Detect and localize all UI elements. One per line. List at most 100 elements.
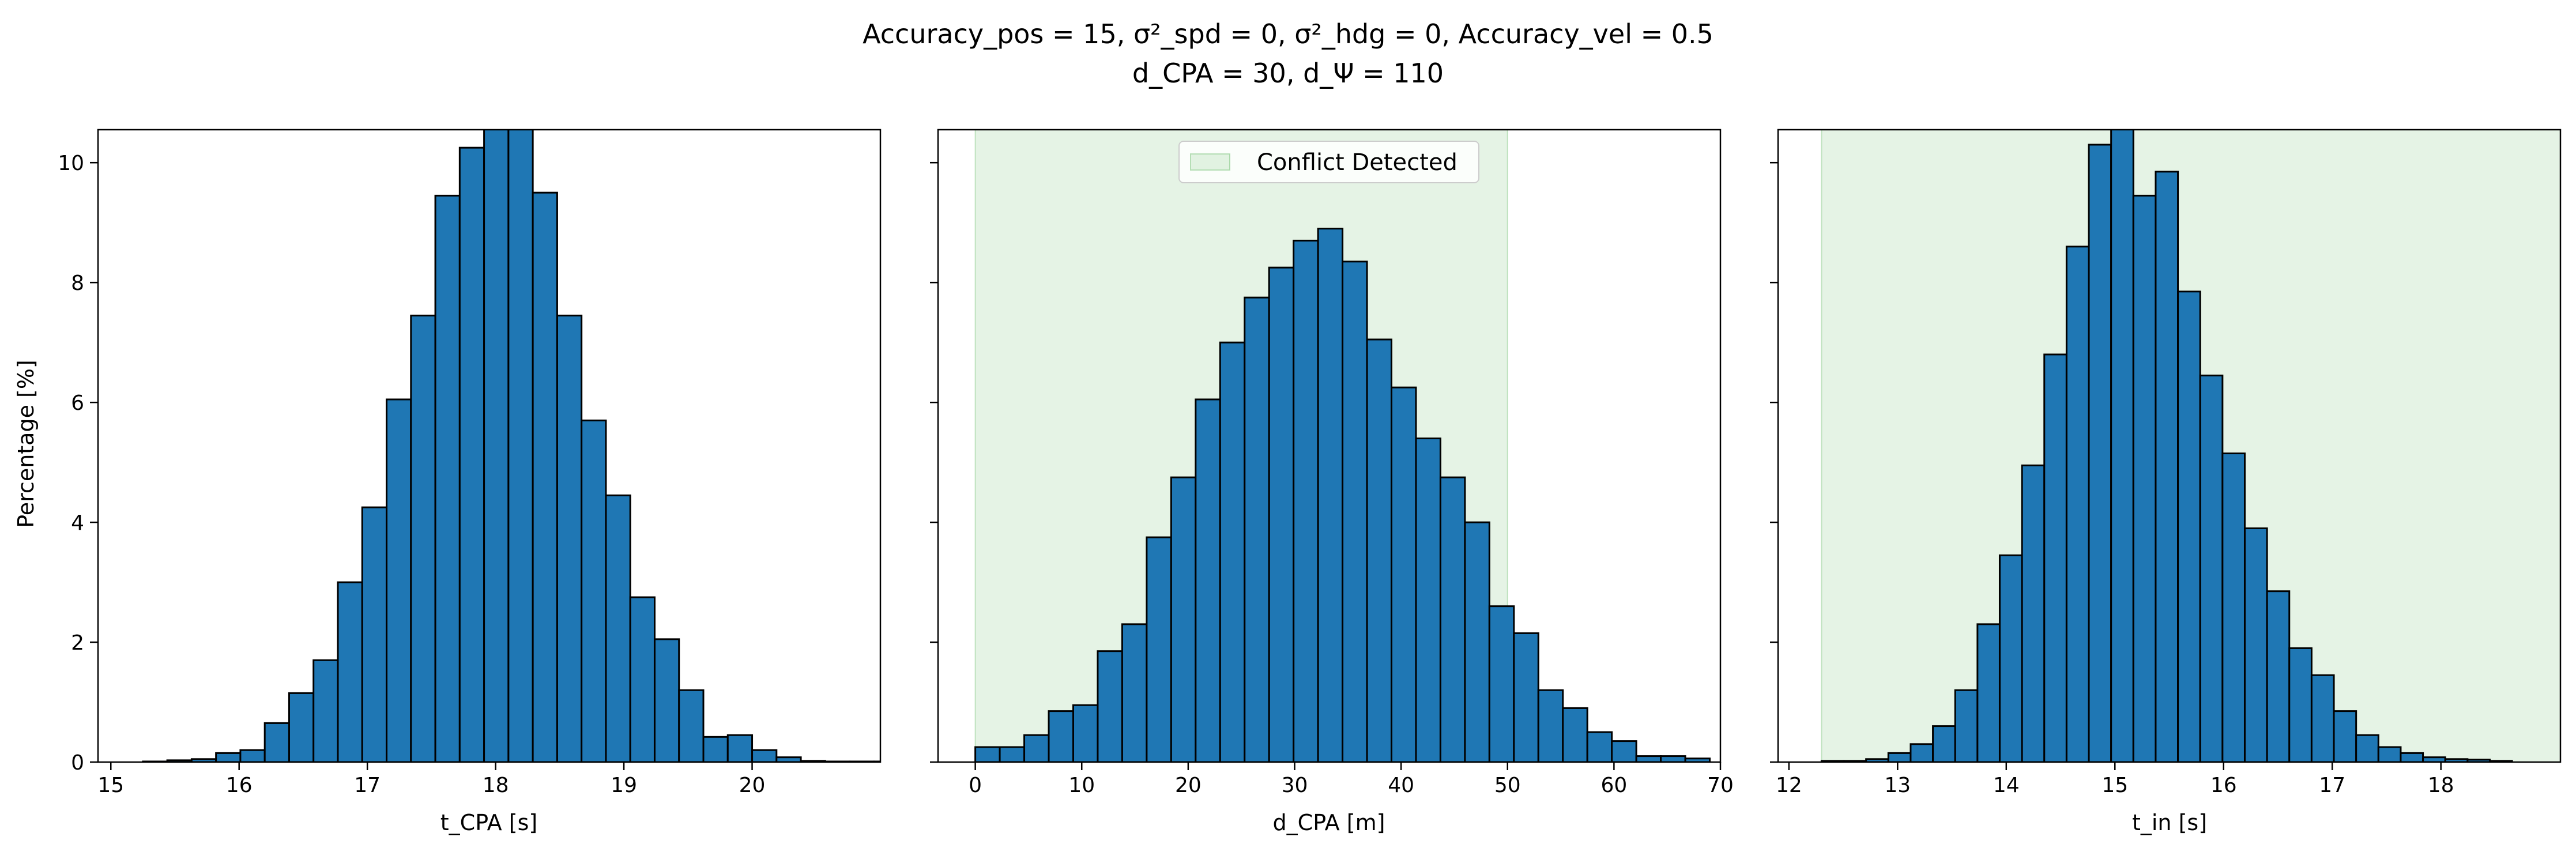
bar-tin-24 — [2355, 734, 2379, 762]
x-tick-label-tcpa: 15 — [97, 774, 124, 797]
x-tick-label-dcpa: 60 — [1600, 774, 1627, 797]
bar-dcpa-9 — [1195, 398, 1221, 762]
y-tick-label: 6 — [71, 391, 84, 415]
bar-dcpa-25 — [1586, 731, 1613, 762]
bar-tcpa-22 — [678, 689, 705, 762]
bar-tin-3 — [1887, 752, 1912, 762]
figure-title-line1: Accuracy_pos = 15, σ²_spd = 0, σ²_hdg = … — [863, 18, 1713, 50]
bar-dcpa-0 — [974, 746, 1001, 762]
bar-tin-14 — [2132, 194, 2157, 762]
bar-tcpa-25 — [751, 749, 778, 762]
bar-tcpa-14 — [483, 130, 510, 762]
bar-tcpa-21 — [653, 638, 680, 762]
bar-tcpa-17 — [556, 314, 583, 762]
bar-dcpa-6 — [1121, 623, 1148, 762]
bar-tin-18 — [2221, 452, 2246, 762]
bar-dcpa-27 — [1635, 755, 1662, 762]
bar-tcpa-16 — [532, 191, 558, 762]
bar-tcpa-9 — [361, 506, 388, 762]
x-tick-label-dcpa: 30 — [1282, 774, 1308, 797]
bar-tin-20 — [2266, 590, 2291, 762]
bar-tin-21 — [2288, 647, 2313, 762]
bar-tin-7 — [1976, 623, 2001, 762]
x-tick-label-tin: 13 — [1884, 774, 1911, 797]
bar-tcpa-23 — [702, 736, 729, 762]
plot-area-tin — [1820, 130, 2560, 762]
bar-dcpa-3 — [1048, 710, 1074, 762]
legend: Conflict Detected — [1178, 141, 1479, 183]
bar-tin-8 — [1998, 554, 2023, 762]
bar-tcpa-3 — [215, 752, 242, 762]
bar-tcpa-15 — [507, 130, 534, 762]
y-axis-label: Percentage [%] — [13, 360, 39, 528]
y-tick-label: 4 — [71, 511, 84, 535]
bar-dcpa-19 — [1439, 476, 1466, 762]
bar-tin-4 — [1910, 743, 1934, 762]
x-tick-label-dcpa: 10 — [1068, 774, 1095, 797]
x-tick-label-tcpa: 18 — [483, 774, 509, 797]
bar-tin-17 — [2199, 374, 2224, 762]
bar-tcpa-11 — [410, 314, 436, 762]
bar-dcpa-22 — [1513, 632, 1539, 762]
bar-tcpa-24 — [726, 734, 754, 762]
bar-dcpa-4 — [1072, 704, 1099, 762]
bar-tcpa-13 — [458, 146, 485, 762]
x-tick-label-tin: 17 — [2319, 774, 2345, 797]
x-axis-label-dcpa: d_CPA [m] — [1273, 810, 1385, 835]
x-tick-label-dcpa: 70 — [1707, 774, 1734, 797]
x-axis-label-tin: t_in [s] — [2132, 810, 2207, 835]
x-tick-label-tin: 15 — [2102, 774, 2128, 797]
bar-tcpa-12 — [434, 194, 461, 762]
figure-title-line2: d_CPA = 30, d_Ψ = 110 — [1132, 58, 1444, 89]
x-tick-label-dcpa: 50 — [1494, 774, 1521, 797]
legend-frame — [1178, 141, 1479, 183]
axes-frame-tin — [1777, 129, 2562, 763]
bar-dcpa-14 — [1317, 228, 1344, 762]
plot-area-dcpa — [974, 130, 1711, 762]
bar-tin-22 — [2310, 674, 2335, 762]
x-tick-label-tcpa: 16 — [226, 774, 253, 797]
panel-tcpa: 15 16 17 18 19 20 0 2 4 6 8 10 — [58, 129, 882, 797]
bar-tin-26 — [2400, 752, 2424, 762]
x-tick-label-dcpa: 0 — [969, 774, 982, 797]
bar-dcpa-7 — [1146, 536, 1172, 762]
bar-tin-25 — [2377, 746, 2402, 762]
y-tick-label: 0 — [71, 751, 84, 775]
x-tick-label-tin: 18 — [2428, 774, 2454, 797]
bar-dcpa-13 — [1293, 239, 1319, 762]
legend-label: Conflict Detected — [1257, 149, 1458, 176]
bar-tin-19 — [2243, 527, 2268, 762]
bar-dcpa-18 — [1415, 438, 1441, 762]
bar-tin-15 — [2155, 171, 2179, 762]
bar-tin-12 — [2088, 144, 2112, 762]
bar-tcpa-6 — [288, 692, 315, 762]
x-tick-label-dcpa: 40 — [1388, 774, 1414, 797]
bar-dcpa-10 — [1219, 341, 1246, 762]
bar-dcpa-21 — [1488, 605, 1515, 762]
y-tick-label: 2 — [71, 631, 84, 655]
bar-tin-23 — [2333, 710, 2357, 762]
bar-tcpa-7 — [312, 659, 339, 762]
bar-dcpa-1 — [999, 746, 1026, 762]
x-axis-label-tcpa: t_CPA [s] — [440, 810, 537, 835]
bar-tin-10 — [2043, 353, 2067, 762]
bar-dcpa-20 — [1464, 521, 1490, 762]
bar-tin-6 — [1954, 689, 1979, 762]
x-tick-label-tin: 16 — [2210, 774, 2237, 797]
bar-tin-5 — [1932, 725, 1956, 762]
x-tick-label-tin: 14 — [1993, 774, 2020, 797]
bar-dcpa-28 — [1660, 755, 1686, 762]
bar-tcpa-26 — [775, 756, 802, 762]
y-tick-label: 10 — [58, 152, 84, 175]
bar-dcpa-8 — [1170, 476, 1197, 762]
axes-frame-dcpa — [937, 129, 1722, 763]
bar-dcpa-12 — [1268, 266, 1295, 762]
bar-tcpa-5 — [263, 722, 290, 762]
bar-dcpa-24 — [1562, 707, 1588, 762]
x-tick-label-tcpa: 20 — [739, 774, 766, 797]
bar-dcpa-16 — [1366, 338, 1393, 762]
bar-dcpa-15 — [1342, 261, 1368, 762]
x-tick-label-tcpa: 19 — [611, 774, 637, 797]
legend-swatch — [1190, 153, 1230, 171]
bar-tcpa-10 — [386, 398, 412, 762]
